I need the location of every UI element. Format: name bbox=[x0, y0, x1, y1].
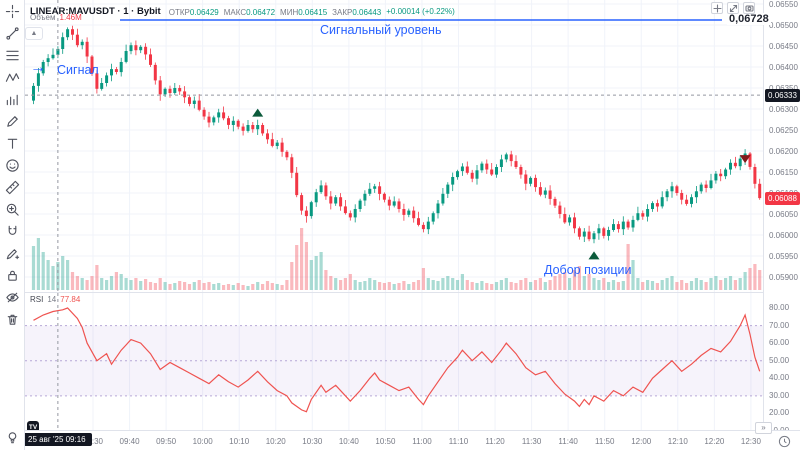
rsi-axis-label: 80.00 bbox=[769, 303, 790, 312]
zoom-in-tool-button[interactable] bbox=[0, 198, 25, 220]
price-axis-label: 0.06250 bbox=[769, 126, 798, 135]
price-axis-label: 0.05900 bbox=[769, 273, 798, 282]
time-axis-label: 09:30 bbox=[82, 437, 104, 446]
pane-controls bbox=[711, 2, 755, 14]
go-to-realtime-button[interactable]: » bbox=[755, 422, 772, 434]
rsi-axis-label: 20.00 bbox=[769, 408, 790, 418]
candlestick-series bbox=[32, 25, 762, 244]
time-axis-label: 11:00 bbox=[412, 437, 432, 446]
clock-icon[interactable] bbox=[778, 435, 791, 453]
price-axis-label: 0.05950 bbox=[769, 252, 798, 261]
time-axis-label: 10:00 bbox=[192, 437, 213, 446]
price-axis-label: 0.06200 bbox=[769, 147, 798, 156]
price-axis[interactable]: 0.065500.065000.064500.064000.063500.063… bbox=[763, 0, 800, 435]
time-axis-label: 11:40 bbox=[558, 437, 578, 446]
ohlc-low: МИН0.06415 bbox=[280, 8, 328, 17]
price-axis-label: 0.06550 bbox=[769, 0, 798, 9]
rsi-axis-label: 40.00 bbox=[769, 373, 790, 383]
signal-arrow-drawing[interactable]: → bbox=[30, 59, 46, 76]
crosshair-time-badge: 25 авг '25 09:16 bbox=[22, 433, 92, 446]
time-axis-label: 12:10 bbox=[667, 437, 688, 446]
rsi-pane[interactable] bbox=[25, 292, 763, 430]
price-pane[interactable] bbox=[25, 0, 763, 292]
change-value: +0.00014 (+0.22%) bbox=[386, 6, 455, 16]
price-axis-label: 0.06400 bbox=[769, 63, 798, 72]
fib-retracement-tool-button[interactable] bbox=[0, 44, 25, 66]
rsi-axis-label: 70.00 bbox=[769, 320, 790, 330]
time-axis-label: 12:30 bbox=[740, 437, 761, 446]
drawing-toolbar bbox=[0, 0, 25, 450]
signal-level-text-drawing[interactable]: Сигнальный уровень bbox=[320, 23, 442, 37]
price-axis-label: 0.06450 bbox=[769, 42, 798, 51]
maximize-pane-button[interactable] bbox=[727, 2, 739, 14]
volume-label: Объем bbox=[30, 13, 56, 22]
time-axis-label: 12:20 bbox=[704, 437, 725, 446]
rsi-line bbox=[33, 307, 761, 413]
remove-drawings-tool-button[interactable] bbox=[0, 308, 25, 330]
price-axis-label: 0.06050 bbox=[769, 210, 798, 219]
time-axis-label: 12:00 bbox=[631, 437, 652, 446]
text-tool-button[interactable] bbox=[0, 132, 25, 154]
symbol-title[interactable]: LINEAR:MAVUSDT · 1 · Bybit bbox=[30, 5, 161, 17]
draw-plus-tool-button[interactable] bbox=[0, 242, 25, 264]
price-axis-label: 0.06300 bbox=[769, 105, 798, 114]
signal-level-price-label[interactable]: 0,06728 bbox=[727, 13, 771, 25]
ideas-lightbulb-button[interactable] bbox=[0, 426, 25, 448]
hide-drawings-tool-button[interactable] bbox=[0, 286, 25, 308]
volume-series bbox=[31, 228, 762, 290]
time-axis-label: 11:20 bbox=[485, 437, 505, 446]
rsi-title[interactable]: RSI bbox=[30, 295, 44, 304]
rsi-value: 77.84 bbox=[60, 295, 81, 304]
measure-tool-button[interactable] bbox=[0, 176, 25, 198]
add-position-text-drawing[interactable]: Добор позиции bbox=[544, 263, 632, 277]
forecast-tool-button[interactable] bbox=[0, 88, 25, 110]
lock-tool-button[interactable] bbox=[0, 264, 25, 286]
emoji-tool-button[interactable] bbox=[0, 154, 25, 176]
brush-tool-button[interactable] bbox=[0, 110, 25, 132]
time-axis-label: 11:10 bbox=[448, 437, 469, 446]
ohlc-open: ОТКР0.06429 bbox=[168, 8, 219, 17]
xabcd-pattern-tool-button[interactable] bbox=[0, 66, 25, 88]
rsi-axis-label: 60.00 bbox=[769, 338, 790, 348]
volume-value: 1.46M bbox=[59, 13, 82, 22]
rsi-axis-label: 30.00 bbox=[769, 390, 790, 400]
price-axis-label: 0.06150 bbox=[769, 168, 798, 177]
crosshair-tool-button[interactable] bbox=[0, 0, 25, 22]
time-axis[interactable]: 25 авг '25 09:16 09:30 09:40 09:50 10:00 10:… bbox=[0, 430, 800, 450]
time-axis-label: 10:10 bbox=[229, 437, 250, 446]
buy-marker bbox=[252, 108, 264, 117]
ohlc-close: ЗАКР0.06443 bbox=[332, 8, 382, 17]
trend-line-tool-button[interactable] bbox=[0, 22, 25, 44]
time-axis-label: 11:50 bbox=[594, 437, 615, 446]
rsi-legend: RSI 14 77.84 bbox=[30, 295, 80, 304]
signal-text-drawing[interactable]: Сигнал bbox=[57, 63, 99, 77]
add-alert-button[interactable] bbox=[711, 2, 723, 14]
time-axis-label: 11:30 bbox=[521, 437, 542, 446]
price-axis-label: 0.06500 bbox=[769, 21, 798, 30]
volume-legend: Объем 1.46M bbox=[30, 13, 82, 22]
time-axis-label: 09:50 bbox=[156, 437, 177, 446]
rsi-length: 14 bbox=[47, 295, 57, 304]
time-axis-label: 09:40 bbox=[119, 437, 140, 446]
time-axis-label: 10:30 bbox=[302, 437, 323, 446]
rsi-axis-label: 50.00 bbox=[769, 355, 790, 365]
time-axis-label: 10:50 bbox=[375, 437, 396, 446]
symbol-legend: LINEAR:MAVUSDT · 1 · Bybit ОТКР0.06429 М… bbox=[30, 2, 455, 20]
price-axis-label: 0.06000 bbox=[769, 231, 798, 240]
collapse-legend-button[interactable]: ▲ bbox=[25, 27, 43, 40]
camera-snapshot-button[interactable] bbox=[743, 2, 755, 14]
last-price-badge: 0.06088 bbox=[765, 191, 800, 205]
time-axis-label: 10:40 bbox=[338, 437, 359, 446]
crosshair-price-badge: 0.06333 bbox=[765, 88, 800, 102]
time-axis-label: 10:20 bbox=[265, 437, 286, 446]
buy-marker bbox=[588, 251, 600, 260]
magnet-tool-button[interactable] bbox=[0, 220, 25, 242]
price-axis-label: 0.06350 bbox=[769, 84, 798, 93]
sell-marker bbox=[739, 155, 751, 164]
ohlc-high: МАКС0.06472 bbox=[223, 8, 276, 17]
